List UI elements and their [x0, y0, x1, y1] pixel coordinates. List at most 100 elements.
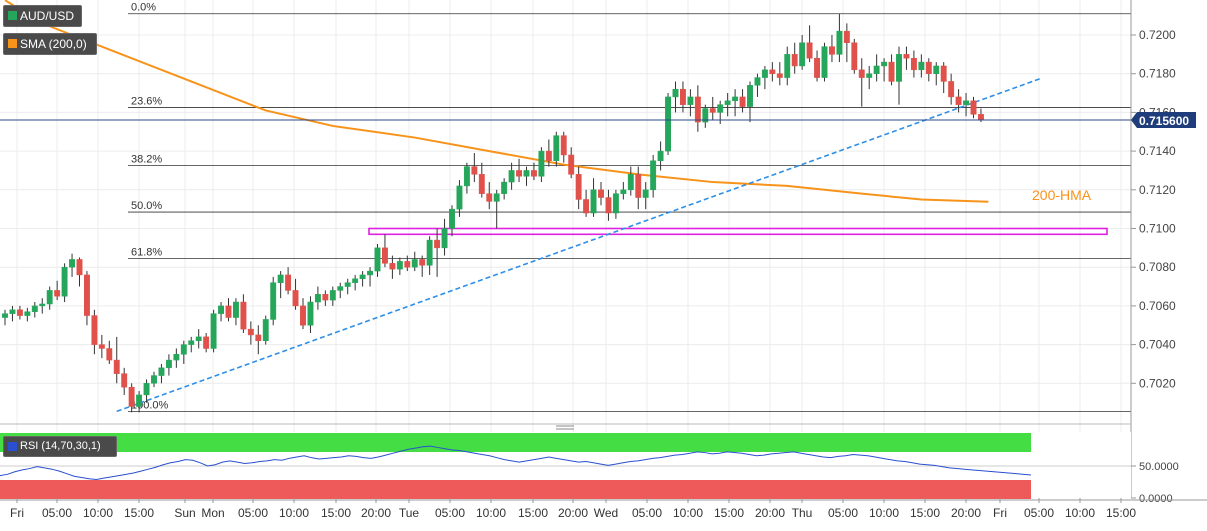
candle	[382, 234, 388, 268]
price-axis[interactable]: 0.72000.71800.71600.71400.71200.71000.70…	[1131, 28, 1176, 390]
candle-body	[650, 160, 657, 191]
time-axis-label: 05:00	[435, 506, 465, 520]
candle-body	[292, 290, 299, 307]
candle-body	[374, 247, 381, 272]
candle	[732, 89, 739, 117]
candle-body	[262, 319, 269, 341]
price-pane[interactable]	[0, 0, 1131, 421]
rsi-legend[interactable]: RSI (14,70,30,1)	[3, 436, 117, 457]
candle	[672, 81, 679, 113]
candle	[933, 62, 940, 86]
candle-body	[158, 367, 165, 376]
symbol-legend[interactable]: AUD/USD	[3, 5, 82, 27]
candle-body	[329, 290, 336, 301]
candle-body	[478, 174, 485, 194]
candle-body	[620, 189, 627, 194]
candlesticks	[2, 13, 984, 413]
candle-body	[463, 166, 470, 187]
candle	[888, 54, 895, 86]
time-axis-label: 15:00	[714, 506, 744, 520]
candle-body	[493, 193, 500, 202]
candle-body	[694, 96, 701, 123]
candle-body	[300, 305, 306, 326]
candle-body	[873, 65, 880, 74]
candle	[307, 296, 314, 333]
price-axis-label: 0.7180	[1139, 67, 1176, 81]
vertical-gridlines	[16, 0, 1122, 498]
candle	[657, 141, 664, 171]
candle	[776, 62, 783, 86]
candle	[9, 305, 16, 322]
candle-body	[583, 199, 590, 214]
candle	[545, 139, 552, 167]
candle	[873, 54, 880, 82]
candle	[113, 336, 120, 384]
candle	[478, 162, 485, 198]
candle-body	[598, 189, 604, 198]
candle-body	[419, 259, 426, 266]
time-axis-label: 20:00	[361, 506, 391, 520]
candle	[963, 93, 969, 117]
candle	[858, 58, 865, 107]
candle-body	[173, 354, 180, 361]
candle	[687, 89, 694, 117]
candle	[635, 166, 642, 210]
candle	[121, 367, 128, 395]
candle	[419, 255, 426, 277]
candle-body	[322, 294, 329, 301]
sma-legend[interactable]: SMA (200,0)	[3, 33, 97, 55]
candle	[441, 218, 448, 256]
candle	[642, 182, 649, 210]
candle-body	[821, 46, 828, 78]
resistance-zone	[368, 227, 1108, 236]
fib-level-label: 61.8%	[131, 246, 162, 258]
candle-body	[724, 100, 731, 105]
candle	[471, 153, 478, 183]
time-axis-label: 15:00	[1106, 506, 1136, 520]
time-axis-label: 10:00	[279, 506, 309, 520]
candle-body	[903, 54, 910, 59]
candle-body	[829, 46, 835, 55]
time-axis-label: 05:00	[632, 506, 662, 520]
rsi-label: RSI (14,70,30,1)	[20, 440, 101, 452]
candle	[694, 85, 701, 132]
candle-body	[702, 108, 709, 123]
candle	[970, 96, 977, 119]
candle	[739, 89, 746, 113]
symbol-swatch	[8, 11, 17, 20]
candle	[292, 278, 299, 310]
time-axis-label: 20:00	[951, 506, 981, 520]
price-axis-label: 0.7120	[1139, 183, 1176, 197]
price-axis-label: 0.7040	[1139, 338, 1176, 352]
candle-body	[285, 274, 292, 291]
candle-body	[426, 239, 433, 266]
time-axis-label: 10:00	[476, 506, 506, 520]
time-axis-label: 15:00	[321, 506, 351, 520]
candle-body	[2, 313, 8, 318]
candle-body	[91, 315, 98, 345]
time-axis[interactable]: Fri 05:00 10:00 15:00 Sun Mon 05:00 10:00 15:00 2…	[10, 498, 1136, 520]
rsi-swatch	[8, 442, 17, 451]
candle-body	[128, 386, 135, 407]
price-axis-label: 0.7020	[1139, 376, 1176, 390]
rsi-line	[0, 445, 1032, 480]
candle	[456, 180, 463, 217]
candle-body	[486, 193, 493, 202]
candle	[605, 189, 612, 221]
candle	[247, 321, 254, 345]
candle-body	[575, 174, 582, 200]
candle	[411, 251, 418, 272]
time-axis-label: 15:00	[910, 506, 940, 520]
candle-body	[188, 340, 195, 345]
candle	[508, 162, 515, 190]
candle	[784, 46, 791, 86]
candle-body	[531, 170, 537, 177]
candle	[136, 391, 143, 413]
time-axis-label: 05:00	[828, 506, 858, 520]
sma-label: SMA (200,0)	[20, 37, 87, 51]
candle	[463, 162, 470, 194]
candle-body	[24, 311, 31, 316]
candle-body	[247, 328, 254, 336]
current-price-tag: 0.715600	[1131, 112, 1196, 128]
